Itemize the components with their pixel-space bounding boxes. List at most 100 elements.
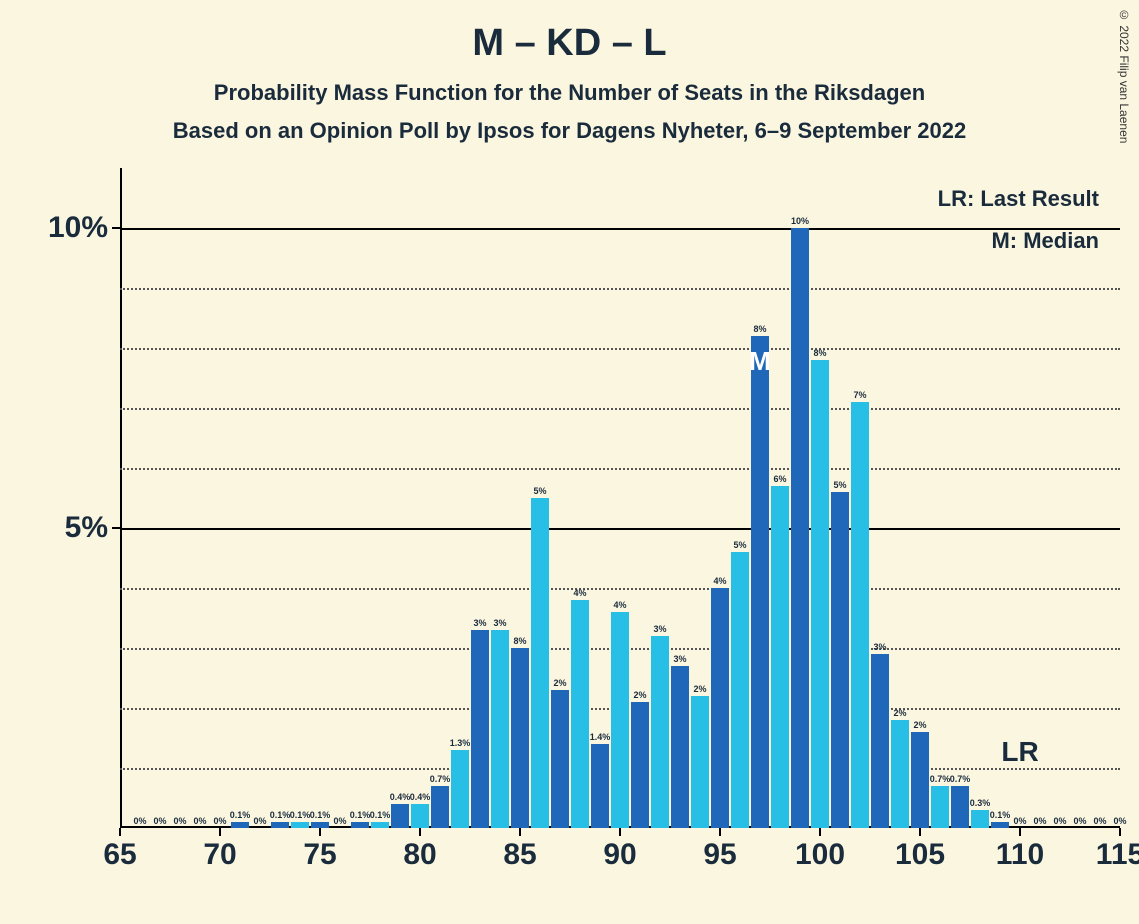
bar-value-label: 8% <box>753 324 766 336</box>
bar: 4% <box>711 588 729 828</box>
bar-value-label: 0% <box>1073 816 1086 828</box>
bar-value-label: 6% <box>773 474 786 486</box>
bar-value-label: 1.3% <box>450 738 471 750</box>
bar: 0.1% <box>291 822 309 828</box>
chart-subtitle-1: Probability Mass Function for the Number… <box>0 80 1139 106</box>
bar-value-label: 0.1% <box>990 810 1011 822</box>
bar: 4% <box>571 600 589 828</box>
bar-value-label: 1.4% <box>590 732 611 744</box>
gridline-minor <box>120 288 1120 290</box>
bar-value-label: 0% <box>1113 816 1126 828</box>
gridline-minor <box>120 408 1120 410</box>
x-tick-mark <box>319 828 321 836</box>
bar-value-label: 0% <box>1093 816 1106 828</box>
bar: 0.7% <box>951 786 969 828</box>
bar-value-label: 2% <box>693 684 706 696</box>
bar-value-label: 8% <box>813 348 826 360</box>
gridline-minor <box>120 468 1120 470</box>
bar-value-label: 0.1% <box>270 810 291 822</box>
bar-value-label: 10% <box>791 216 809 228</box>
bar-value-label: 3% <box>653 624 666 636</box>
bar-value-label: 0% <box>213 816 226 828</box>
bar: 3% <box>471 630 489 828</box>
bar-value-label: 3% <box>493 618 506 630</box>
bar: 5% <box>531 498 549 828</box>
bar-value-label: 0.7% <box>930 774 951 786</box>
x-tick-mark <box>719 828 721 836</box>
bar: 2% <box>691 696 709 828</box>
bar-value-label: 5% <box>733 540 746 552</box>
bar-value-label: 0.1% <box>350 810 371 822</box>
bar-value-label: 2% <box>913 720 926 732</box>
bar: 1.4% <box>591 744 609 828</box>
bar: 0.1% <box>311 822 329 828</box>
bar: 0.1% <box>231 822 249 828</box>
last-result-marker: LR <box>1001 736 1038 768</box>
gridline-minor <box>120 348 1120 350</box>
gridline-minor <box>120 588 1120 590</box>
bar-value-label: 0.4% <box>410 792 431 804</box>
bar: 0.4% <box>391 804 409 828</box>
bar: 6% <box>771 486 789 828</box>
copyright-text: © 2022 Filip van Laenen <box>1117 8 1131 143</box>
bar: 0.7% <box>431 786 449 828</box>
bar: 3% <box>671 666 689 828</box>
bar-value-label: 0% <box>133 816 146 828</box>
bar: 8% <box>751 336 769 828</box>
bar-value-label: 0% <box>173 816 186 828</box>
bar: 8% <box>811 360 829 828</box>
plot-area: 5%10%657075808590951001051101150%0%0%0%0… <box>120 168 1120 828</box>
bar: 0.7% <box>931 786 949 828</box>
x-tick-mark <box>419 828 421 836</box>
bar-value-label: 2% <box>633 690 646 702</box>
bar: 7% <box>851 402 869 828</box>
y-tick-mark <box>112 227 120 229</box>
bar: 3% <box>651 636 669 828</box>
bar: 2% <box>551 690 569 828</box>
x-tick-mark <box>1119 828 1121 836</box>
bar-value-label: 0% <box>333 816 346 828</box>
bar-value-label: 0.1% <box>290 810 311 822</box>
median-marker: M <box>749 346 771 377</box>
chart-title: M – KD – L <box>0 22 1139 65</box>
bar-value-label: 0.1% <box>370 810 391 822</box>
x-tick-mark <box>919 828 921 836</box>
bar-value-label: 0% <box>1013 816 1026 828</box>
bar-value-label: 0% <box>1033 816 1046 828</box>
bar: 0.4% <box>411 804 429 828</box>
bar-value-label: 7% <box>853 390 866 402</box>
bar-value-label: 0.4% <box>390 792 411 804</box>
bar-value-label: 0% <box>253 816 266 828</box>
y-tick-mark <box>112 527 120 529</box>
bar-value-label: 0.7% <box>430 774 451 786</box>
x-tick-mark <box>619 828 621 836</box>
bar: 0.3% <box>971 810 989 828</box>
bar: 3% <box>871 654 889 828</box>
x-tick-mark <box>219 828 221 836</box>
bar: 5% <box>731 552 749 828</box>
x-tick-mark <box>519 828 521 836</box>
bar: 2% <box>891 720 909 828</box>
chart-root: M – KD – L Probability Mass Function for… <box>0 0 1139 924</box>
bar-value-label: 4% <box>713 576 726 588</box>
bar-value-label: 3% <box>673 654 686 666</box>
bar: 2% <box>631 702 649 828</box>
bar-value-label: 5% <box>533 486 546 498</box>
bar-value-label: 2% <box>553 678 566 690</box>
bar-value-label: 0.1% <box>230 810 251 822</box>
bar-value-label: 0.1% <box>310 810 331 822</box>
bar: 2% <box>911 732 929 828</box>
x-tick-label: 115 <box>1096 828 1139 872</box>
bar: 0.1% <box>271 822 289 828</box>
bar-value-label: 2% <box>893 708 906 720</box>
gridline-major <box>120 228 1120 230</box>
chart-subtitle-2: Based on an Opinion Poll by Ipsos for Da… <box>0 118 1139 144</box>
bar-value-label: 0.3% <box>970 798 991 810</box>
bar: 1.3% <box>451 750 469 828</box>
bar: 10% <box>791 228 809 828</box>
bar-value-label: 4% <box>573 588 586 600</box>
x-tick-mark <box>1019 828 1021 836</box>
y-tick-label: 10% <box>48 211 120 245</box>
y-axis-line <box>120 168 122 828</box>
bar-value-label: 5% <box>833 480 846 492</box>
